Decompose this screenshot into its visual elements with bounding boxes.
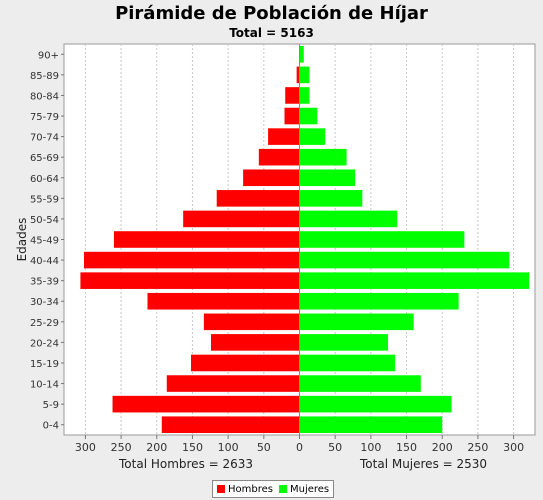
bar-hombres-5-9 [112, 395, 300, 413]
x-tick-label: 50 [257, 441, 271, 454]
bar-hombres-25-29 [203, 313, 300, 331]
bar-hombres-15-19 [191, 354, 300, 372]
x-tick-label: 100 [218, 441, 239, 454]
bar-mujeres-45-49 [299, 231, 465, 248]
legend-label-hombres: Hombres [228, 483, 273, 495]
y-tick-label: 10-14 [30, 380, 59, 391]
bar-hombres-50-54 [183, 210, 300, 228]
y-tick-label: 40-44 [30, 256, 59, 267]
bar-mujeres-0-4 [299, 416, 443, 433]
y-tick-label: 90+ [38, 50, 59, 61]
bar-hombres-70-74 [268, 128, 300, 145]
y-tick-label: 20-24 [30, 338, 59, 349]
bar-mujeres-25-29 [299, 313, 414, 331]
y-tick-label: 0-4 [43, 421, 59, 432]
bar-hombres-85-89 [296, 66, 300, 84]
bar-mujeres-85-89 [299, 66, 310, 84]
legend-label-mujeres: Mujeres [289, 483, 330, 495]
bar-mujeres-80-84 [299, 87, 310, 104]
bar-mujeres-10-14 [299, 375, 421, 392]
bar-mujeres-55-59 [299, 190, 363, 207]
x-tick-label: 200 [146, 441, 167, 454]
x-tick-label: 250 [111, 441, 132, 454]
total-mujeres-label: Total Mujeres = 2530 [360, 457, 488, 471]
chart-title: Pirámide de Población de Híjar [115, 3, 428, 24]
bar-mujeres-50-54 [299, 210, 398, 228]
y-tick-label: 55-59 [30, 194, 59, 205]
y-tick-labels: 0-4 5-9 10-14 15-19 20-24 25-29 30-34 35-39 40-4… [30, 50, 64, 432]
bar-hombres-0-4 [161, 416, 300, 433]
y-tick-label: 80-84 [30, 91, 59, 102]
bar-mujeres-5-9 [299, 395, 452, 413]
legend-swatch-hombres [217, 485, 225, 493]
y-axis-label: Edades [15, 218, 29, 262]
bar-hombres-80-84 [285, 87, 300, 104]
total-hombres-label: Total Hombres = 2633 [119, 457, 254, 471]
legend-swatch-mujeres [278, 485, 287, 493]
bar-mujeres-35-39 [299, 272, 530, 289]
y-tick-label: 30-34 [30, 297, 59, 308]
y-tick-label: 70-74 [30, 133, 59, 144]
bar-hombres-65-69 [258, 148, 300, 166]
legend-item-hombres: Hombres [217, 484, 273, 495]
bar-mujeres-75-79 [299, 107, 318, 125]
bar-mujeres-90+ [299, 46, 304, 63]
x-tick-label: 300 [75, 441, 96, 454]
bar-hombres-30-34 [147, 292, 300, 310]
x-tick-label: 300 [503, 441, 524, 454]
x-tick-label: 200 [432, 441, 453, 454]
y-tick-label: 65-69 [30, 153, 59, 164]
y-tick-label: 50-54 [30, 215, 59, 226]
x-tick-labels: 300 250 200 150 100 50 0 50 100 150 200 250 300 [75, 435, 524, 454]
x-tick-label: 150 [182, 441, 203, 454]
y-tick-label: 15-19 [30, 359, 59, 370]
legend: Hombres Mujeres [212, 480, 335, 498]
bar-hombres-20-24 [211, 334, 300, 351]
y-tick-label: 75-79 [30, 112, 59, 123]
bar-mujeres-20-24 [299, 334, 388, 351]
bar-hombres-45-49 [113, 231, 300, 248]
x-tick-label: 50 [328, 441, 342, 454]
x-tick-label: 0 [296, 441, 303, 454]
y-tick-label: 25-29 [30, 318, 59, 329]
x-tick-label: 150 [396, 441, 417, 454]
bar-hombres-60-64 [243, 169, 300, 187]
bar-mujeres-65-69 [299, 148, 347, 166]
bar-mujeres-15-19 [299, 354, 396, 372]
bar-hombres-10-14 [166, 375, 300, 392]
x-tick-label: 250 [467, 441, 488, 454]
y-tick-label: 85-89 [30, 71, 59, 82]
bars [80, 46, 530, 433]
bar-hombres-40-44 [83, 251, 300, 269]
x-tick-label: 100 [360, 441, 381, 454]
bar-hombres-55-59 [216, 190, 300, 207]
y-tick-label: 60-64 [30, 174, 59, 185]
y-tick-label: 45-49 [30, 236, 59, 247]
chart-subtitle: Total = 5163 [229, 26, 314, 40]
bar-hombres-35-39 [80, 272, 300, 289]
bar-hombres-75-79 [284, 107, 300, 125]
y-tick-label: 5-9 [43, 400, 59, 411]
y-tick-label: 35-39 [30, 277, 59, 288]
bar-mujeres-40-44 [299, 251, 510, 269]
legend-item-mujeres: Mujeres [278, 483, 330, 495]
bar-mujeres-70-74 [299, 128, 326, 145]
bar-mujeres-30-34 [299, 292, 459, 310]
bar-mujeres-60-64 [299, 169, 356, 187]
